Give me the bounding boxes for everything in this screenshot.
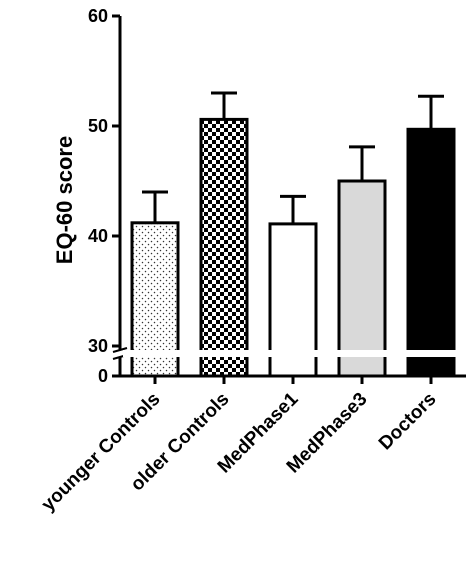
y-tick-label: 60 [88, 6, 108, 26]
axis-break [123, 350, 469, 357]
x-tick-label: younger Controls [38, 389, 165, 516]
bar-medphase3 [337, 179, 387, 378]
y-tick-label: 0 [98, 366, 108, 386]
bar-doctors [406, 127, 456, 378]
y-tick-label: 40 [88, 226, 108, 246]
bar-older-controls [199, 117, 249, 378]
bars [130, 117, 456, 378]
y-tick-label: 50 [88, 116, 108, 136]
y-tick-label: 30 [88, 336, 108, 356]
axis-break-gap [123, 350, 469, 357]
y-axis-title: EQ-60 score [52, 136, 77, 264]
x-tick-label: Doctors [375, 389, 441, 455]
error-bars [142, 91, 444, 224]
axis-break-mark [112, 347, 128, 353]
y-axis: 30 40 50 60 0 [88, 6, 128, 386]
